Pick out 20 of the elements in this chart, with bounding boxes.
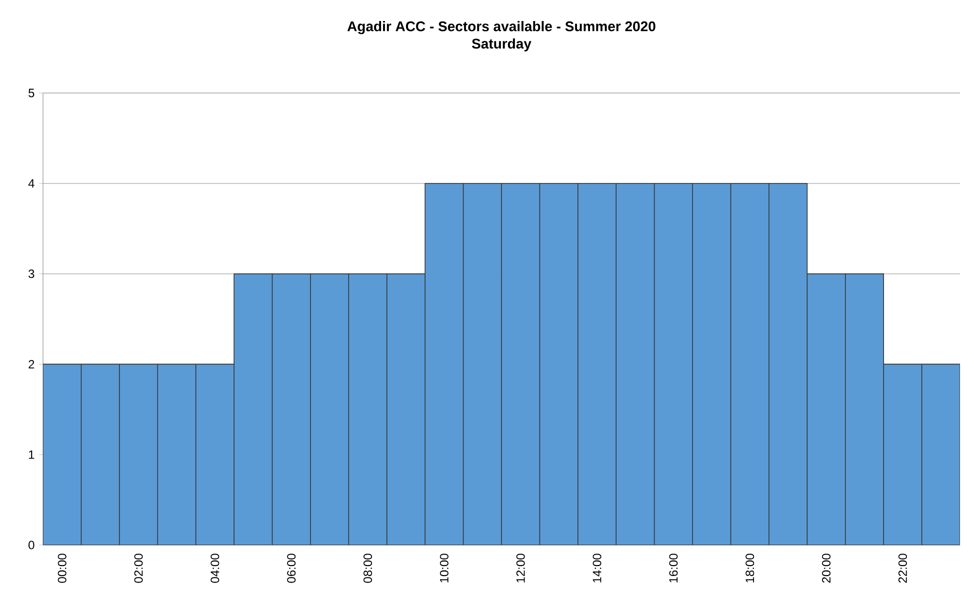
y-tick-label: 2 [28,360,34,368]
y-tick-label: 0 [28,540,34,550]
y-tick-label: 1 [28,450,34,459]
x-tick-label: 14:00 [592,554,602,582]
x-tick-label: 16:00 [669,554,678,582]
y-tick-label: 5 [28,88,34,98]
x-tick-label: 02:00 [134,554,143,583]
x-tick-label: 10:00 [440,554,448,582]
x-tick-label: 00:00 [58,554,66,583]
x-tick-label: 04:00 [210,554,220,583]
y-tick-label: 4 [28,179,34,188]
x-tick-label: 12:00 [516,554,525,582]
y-tick-label: 3 [28,270,34,278]
x-tick-label: 06:00 [287,554,296,583]
x-tick-label: 18:00 [746,554,754,582]
x-tick-label: 20:00 [822,554,831,583]
chart-subtitle: Saturday [472,38,532,52]
chart-title: Agadir ACC - Sectors available - Summer 2020 [347,21,656,34]
x-tick-label: 08:00 [364,554,372,583]
x-tick-label: 22:00 [898,554,907,583]
